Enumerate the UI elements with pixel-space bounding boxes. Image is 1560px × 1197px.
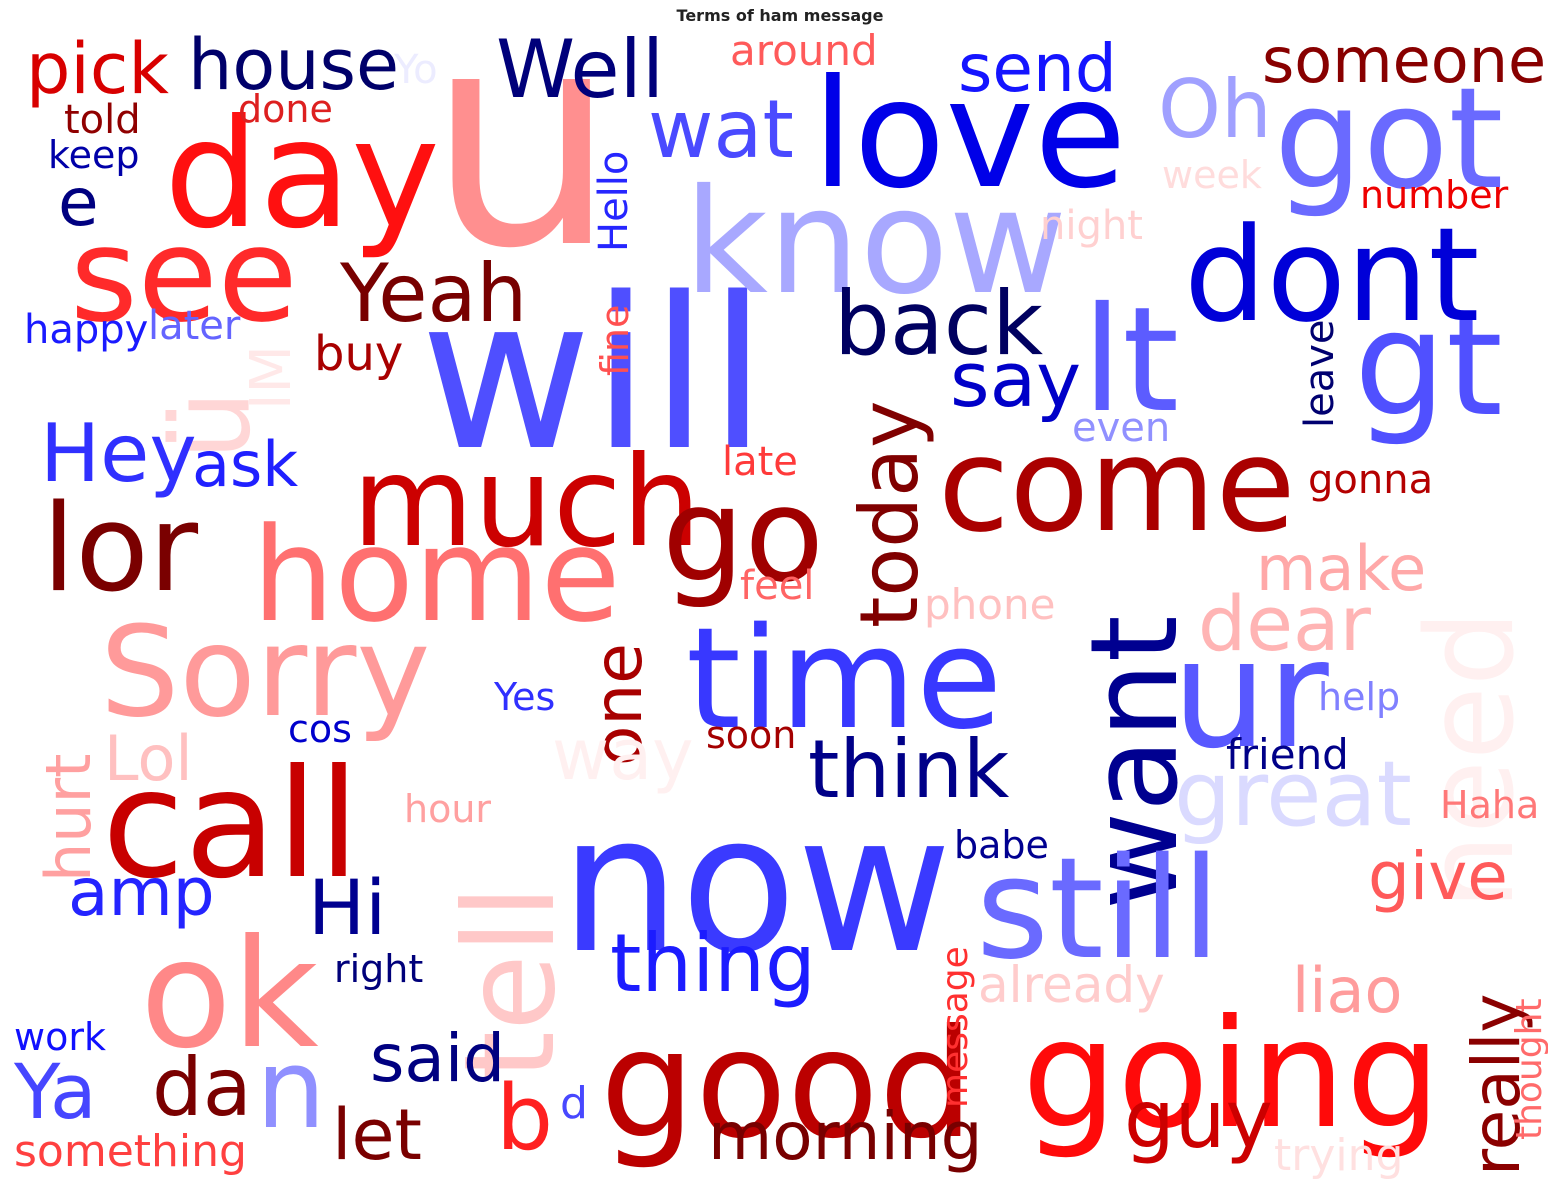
word-say: say (950, 335, 1082, 424)
word-keep: keep (48, 133, 140, 177)
word-told: told (64, 97, 141, 143)
word-send: send (958, 30, 1117, 107)
word-come: come (938, 409, 1296, 561)
word-buy: buy (314, 326, 404, 382)
word-call: call (102, 738, 360, 912)
word-pick: pick (26, 30, 169, 110)
word-soon: soon (706, 713, 797, 757)
word-guy: guy (1124, 1073, 1273, 1166)
word-even: even (1072, 405, 1171, 451)
word-e: e (58, 164, 99, 241)
word-make: make (1256, 532, 1427, 605)
word-gt: gt (1354, 280, 1503, 449)
word-thought: thought (1509, 998, 1548, 1140)
word-yo: Yo (394, 47, 438, 93)
word-will: will (420, 252, 767, 497)
word-babe: babe (954, 823, 1049, 867)
word-lor: lor (42, 480, 199, 619)
word-home: home (252, 499, 621, 651)
word-see: see (70, 199, 298, 351)
word-right: right (334, 947, 424, 991)
word-house: house (188, 30, 400, 106)
word-amp: amp (68, 854, 215, 931)
word-da: da (152, 1041, 252, 1134)
word-hey: Hey (40, 407, 197, 500)
word-b: b (496, 1066, 554, 1171)
word-hi: Hi (308, 863, 387, 952)
word-cloud: u will now day love know got see lt gt d… (12, 30, 1548, 1194)
word-help: help (1318, 675, 1401, 719)
word-give: give (1368, 838, 1508, 915)
word-feel: feel (740, 563, 815, 609)
word-good: good (600, 998, 974, 1172)
word-someone: someone (1262, 30, 1547, 97)
word-hour: hour (404, 787, 492, 831)
word-d: d (560, 1078, 588, 1129)
word-thing: thing (610, 917, 816, 1010)
word-dont: dont (1184, 199, 1480, 351)
word-week: week (1162, 153, 1262, 197)
word-said: said (370, 1020, 506, 1097)
word-sorry: Sorry (100, 600, 431, 745)
word-lt: lt (1082, 276, 1180, 445)
word-yes: Yes (494, 675, 556, 719)
word-love: love (812, 48, 1127, 222)
word-let: let (332, 1094, 422, 1176)
word-much: much (352, 430, 701, 575)
word-night: night (1040, 203, 1143, 249)
word-going: going (1022, 988, 1441, 1162)
word-gonna: gonna (1308, 457, 1434, 503)
word-morning: morning (708, 1098, 983, 1175)
word-friend: friend (1226, 730, 1349, 779)
word-oh: Oh (1158, 63, 1272, 156)
word-ok: ok (140, 908, 319, 1082)
word-dear: dear (1198, 579, 1371, 668)
word-still: still (976, 828, 1221, 991)
word-im: IM (239, 345, 304, 410)
word-ya: Ya (14, 1047, 97, 1136)
word-think: think (808, 723, 1010, 816)
word-haha: Haha (1440, 783, 1540, 827)
word-message: message (935, 946, 976, 1108)
word-got: got (1274, 58, 1504, 221)
word-liao: liao (1292, 954, 1403, 1027)
word-great: great (1174, 742, 1412, 847)
word-later: later (148, 303, 241, 349)
word-late: late (722, 439, 798, 485)
word-work: work (14, 1015, 106, 1059)
word-something: something (14, 1126, 247, 1177)
word-number: number (1360, 173, 1509, 217)
word-cos: cos (288, 707, 352, 751)
word-around: around (730, 30, 878, 75)
word-trying: trying (1274, 1130, 1404, 1181)
word-know: know (684, 158, 1068, 327)
word-done: done (238, 87, 333, 131)
word-ask: ask (192, 428, 299, 501)
word-time: time (686, 598, 1003, 761)
word-already: already (978, 956, 1165, 1014)
word-back: back (834, 272, 1044, 375)
word-u: u (427, 30, 618, 314)
word-way: way (552, 714, 694, 796)
word-wat: wat (648, 83, 794, 176)
word-ur: ur (1172, 608, 1329, 782)
chart-title: Terms of ham message (676, 6, 884, 25)
word-day: day (164, 88, 440, 262)
word-go: go (662, 459, 825, 611)
word-happy: happy (24, 307, 149, 353)
word-today: today (843, 400, 936, 628)
word-leave: leave (1297, 319, 1343, 428)
word-fine: fine (593, 304, 637, 376)
word-well: Well (496, 30, 665, 116)
word-now: now (560, 774, 953, 995)
word-yeah: Yeah (340, 247, 528, 340)
word-phone: phone (924, 580, 1056, 629)
word-lol: Lol (104, 722, 193, 795)
word-hello: Hello (591, 150, 637, 252)
word-n: n (256, 1025, 326, 1153)
